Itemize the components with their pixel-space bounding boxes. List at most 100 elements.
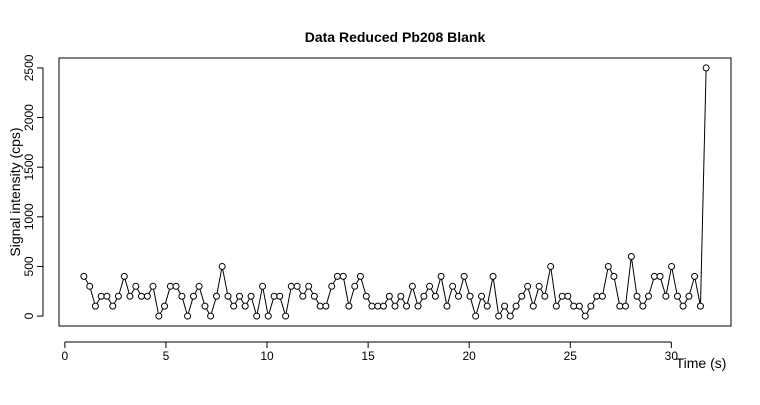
data-point	[685, 292, 693, 300]
data-point	[414, 302, 422, 310]
data-point	[195, 282, 203, 290]
data-point	[443, 302, 451, 310]
data-point	[356, 272, 364, 280]
data-point	[97, 292, 105, 300]
data-point	[426, 282, 434, 290]
data-point	[587, 302, 595, 310]
data-point	[598, 292, 606, 300]
data-point	[345, 302, 353, 310]
data-point	[454, 292, 462, 300]
data-point	[673, 292, 681, 300]
data-point	[114, 292, 122, 300]
x-tick-label: 10	[260, 349, 274, 363]
data-point	[529, 302, 537, 310]
data-point	[276, 292, 284, 300]
data-point	[541, 292, 549, 300]
data-point	[403, 302, 411, 310]
data-point	[264, 312, 272, 320]
data-point	[437, 272, 445, 280]
y-tick-label: 2500	[22, 54, 36, 81]
data-point	[253, 312, 261, 320]
data-point	[696, 302, 704, 310]
data-point	[161, 302, 169, 310]
y-axis-label: Signal intensity (cps)	[7, 127, 23, 256]
data-point	[310, 292, 318, 300]
data-point	[610, 272, 618, 280]
data-point	[103, 292, 111, 300]
data-point	[316, 302, 324, 310]
x-tick-label: 0	[62, 349, 69, 363]
data-point	[236, 292, 244, 300]
data-point	[293, 282, 301, 290]
data-point	[495, 312, 503, 320]
data-point	[616, 302, 624, 310]
data-point	[86, 282, 94, 290]
y-tick-label: 0	[22, 312, 36, 319]
data-point	[201, 302, 209, 310]
data-point	[224, 292, 232, 300]
data-point	[547, 262, 555, 270]
data-point	[282, 312, 290, 320]
y-tick-label: 1500	[22, 154, 36, 181]
data-point	[189, 292, 197, 300]
data-point	[460, 272, 468, 280]
data-point	[247, 292, 255, 300]
data-point	[351, 282, 359, 290]
data-point	[259, 282, 267, 290]
data-point	[604, 262, 612, 270]
data-point	[212, 292, 220, 300]
x-tick-label: 20	[463, 349, 477, 363]
chart-title: Data Reduced Pb208 Blank	[305, 29, 486, 45]
data-point	[333, 272, 341, 280]
data-point	[339, 272, 347, 280]
x-tick-label: 15	[361, 349, 375, 363]
data-point	[178, 292, 186, 300]
x-axis-label: Time (s)	[676, 355, 727, 371]
data-point	[299, 292, 307, 300]
data-point	[483, 302, 491, 310]
data-point	[691, 272, 699, 280]
data-point	[564, 292, 572, 300]
data-point	[385, 292, 393, 300]
data-point	[570, 302, 578, 310]
data-point	[552, 302, 560, 310]
data-point	[132, 282, 140, 290]
data-point	[166, 282, 174, 290]
data-point	[702, 64, 710, 72]
data-point	[368, 302, 376, 310]
data-point	[501, 302, 509, 310]
plot-frame	[58, 57, 732, 327]
data-point	[656, 272, 664, 280]
data-point	[679, 302, 687, 310]
data-point	[650, 272, 658, 280]
data-point	[172, 282, 180, 290]
data-point	[80, 272, 88, 280]
data-point	[408, 282, 416, 290]
data-point	[91, 302, 99, 310]
data-point	[379, 302, 387, 310]
data-point	[575, 302, 583, 310]
data-point	[633, 292, 641, 300]
data-point	[524, 282, 532, 290]
data-point	[230, 302, 238, 310]
data-point	[120, 272, 128, 280]
data-point	[621, 302, 629, 310]
data-point	[137, 292, 145, 300]
data-point	[322, 302, 330, 310]
y-tick-label: 1000	[22, 203, 36, 230]
data-point	[449, 282, 457, 290]
data-point	[639, 302, 647, 310]
data-point	[305, 282, 313, 290]
data-point	[535, 282, 543, 290]
data-point	[207, 312, 215, 320]
data-point	[328, 282, 336, 290]
data-point	[668, 262, 676, 270]
data-point	[506, 312, 514, 320]
data-point	[218, 262, 226, 270]
data-point	[466, 292, 474, 300]
data-point	[662, 292, 670, 300]
data-point	[397, 292, 405, 300]
data-point	[155, 312, 163, 320]
x-tick-label: 30	[665, 349, 679, 363]
